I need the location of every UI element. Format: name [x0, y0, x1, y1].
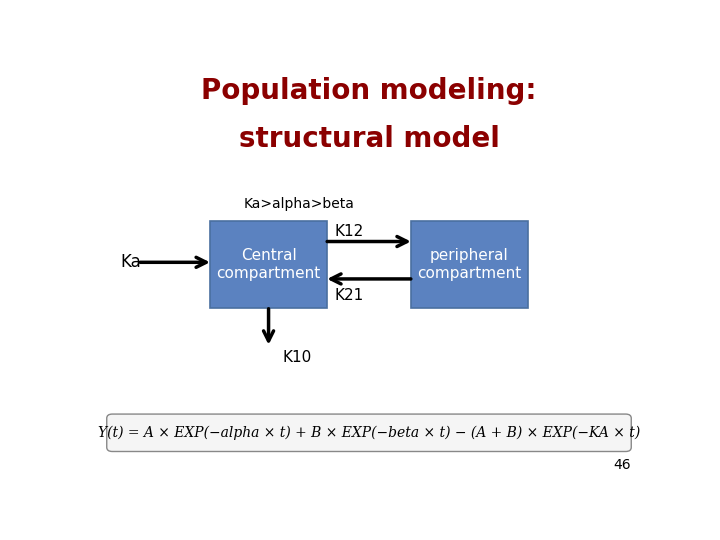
Text: Ka>alpha>beta: Ka>alpha>beta: [244, 197, 355, 211]
Text: Y(t) = A × EXP(−alpha × t) + B × EXP(−beta × t) − (A + B) × EXP(−KA × t): Y(t) = A × EXP(−alpha × t) + B × EXP(−be…: [98, 426, 640, 440]
FancyBboxPatch shape: [107, 414, 631, 451]
Text: K12: K12: [334, 224, 364, 239]
Text: K21: K21: [334, 288, 364, 303]
Text: peripheral
compartment: peripheral compartment: [418, 248, 521, 281]
Text: Population modeling:: Population modeling:: [202, 77, 536, 105]
FancyBboxPatch shape: [210, 221, 327, 308]
Text: Ka: Ka: [121, 253, 141, 271]
Text: K10: K10: [282, 350, 312, 366]
Text: structural model: structural model: [238, 125, 500, 153]
FancyBboxPatch shape: [411, 221, 528, 308]
Text: Central
compartment: Central compartment: [217, 248, 320, 281]
Text: 46: 46: [613, 458, 631, 472]
